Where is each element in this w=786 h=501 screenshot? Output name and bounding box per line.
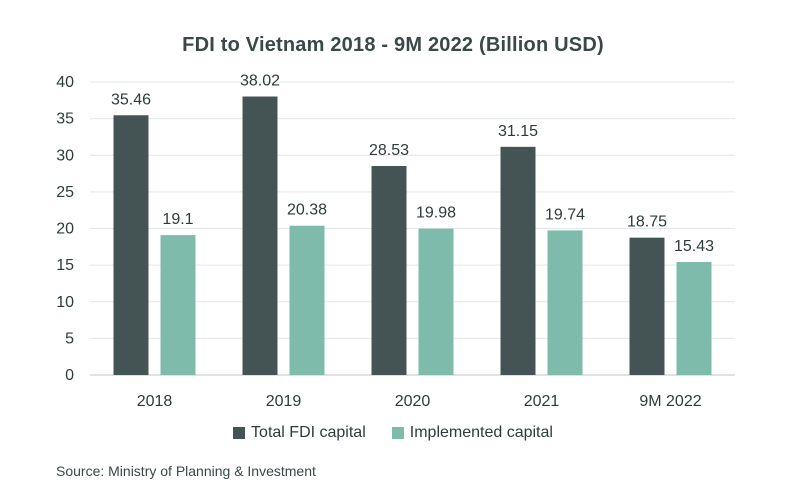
y-tick-label: 5 <box>65 330 74 347</box>
bar-total-fdi <box>371 166 407 375</box>
bar-total-fdi <box>113 115 149 376</box>
legend: Total FDI capital Implemented capital <box>0 424 786 442</box>
data-label: 19.98 <box>416 205 456 222</box>
bar-total-fdi <box>242 96 278 375</box>
chart-title: FDI to Vietnam 2018 - 9M 2022 (Billion U… <box>182 34 604 56</box>
legend-swatch-implemented <box>391 427 404 439</box>
source-note: Source: Ministry of Planning & Investmen… <box>56 463 316 479</box>
data-label: 20.38 <box>287 202 327 219</box>
bar-chart: 0 5 10 15 20 25 30 35 40 35.46 19.1 2018 38.02 20.38 2… <box>56 73 735 410</box>
x-tick-label: 2020 <box>395 393 431 410</box>
y-tick-label: 15 <box>56 257 74 274</box>
y-tick-label: 20 <box>56 221 74 238</box>
data-label: 19.74 <box>545 206 585 223</box>
bar-implemented <box>676 261 712 375</box>
bar-implemented <box>547 230 583 375</box>
x-tick-label: 2021 <box>524 393 560 410</box>
data-label: 19.1 <box>162 211 193 228</box>
x-tick-label: 9M 2022 <box>639 393 701 410</box>
x-tick-label: 2019 <box>266 393 302 410</box>
data-label: 35.46 <box>111 91 151 108</box>
data-label: 38.02 <box>240 73 280 90</box>
bar-implemented <box>160 235 196 375</box>
bar-total-fdi <box>629 237 665 375</box>
y-tick-label: 30 <box>56 147 74 164</box>
bar-implemented <box>418 228 454 375</box>
x-tick-label: 2018 <box>137 393 173 410</box>
y-tick-label: 25 <box>56 184 74 201</box>
data-label: 28.53 <box>369 142 409 159</box>
y-tick-label: 10 <box>56 294 74 311</box>
y-tick-label: 0 <box>65 367 74 384</box>
data-label: 18.75 <box>627 214 667 231</box>
data-label: 15.43 <box>674 238 714 255</box>
legend-swatch-total-fdi <box>233 427 246 439</box>
legend-label-implemented: Implemented capital <box>409 424 553 441</box>
legend-item-total-fdi: Total FDI capital <box>233 424 366 442</box>
data-label: 31.15 <box>498 123 538 140</box>
bar-implemented <box>289 225 325 375</box>
legend-label-total-fdi: Total FDI capital <box>251 424 366 441</box>
y-tick-label: 35 <box>56 111 74 128</box>
bar-total-fdi <box>500 146 536 375</box>
legend-item-implemented: Implemented capital <box>391 424 553 442</box>
y-tick-label: 40 <box>56 74 74 91</box>
